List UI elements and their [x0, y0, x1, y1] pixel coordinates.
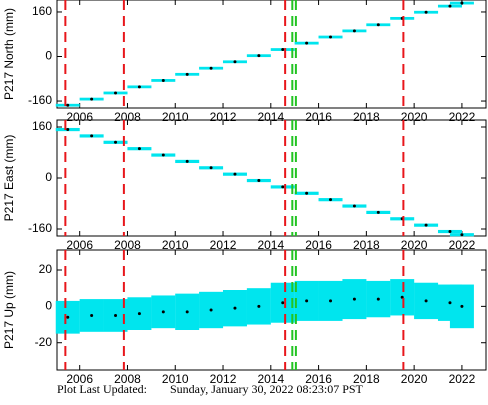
- x-tick-label: 2006: [66, 110, 93, 124]
- point: [209, 66, 213, 70]
- point: [257, 304, 261, 308]
- point: [376, 297, 380, 301]
- point: [185, 310, 189, 314]
- point: [281, 48, 285, 52]
- point: [376, 23, 380, 27]
- point: [448, 4, 452, 8]
- point: [161, 310, 165, 314]
- point: [281, 185, 285, 189]
- x-tick-label: 2016: [305, 110, 332, 124]
- point: [305, 191, 309, 195]
- point: [352, 297, 356, 301]
- y-tick-label: 20: [39, 262, 53, 276]
- x-tick-label: 2014: [257, 110, 284, 124]
- point: [137, 85, 141, 89]
- x-tick-label: 2008: [114, 110, 141, 124]
- point: [185, 72, 189, 76]
- point: [352, 204, 356, 208]
- footer-value: Sunday, January 30, 2022 08:23:07 PST: [170, 382, 364, 396]
- point: [66, 315, 70, 319]
- x-tick-label: 2022: [449, 372, 476, 386]
- y-tick-label: -160: [28, 221, 52, 235]
- y-axis-label: P217 East (mm): [2, 135, 16, 222]
- point: [114, 91, 118, 95]
- point: [114, 140, 118, 144]
- point: [209, 308, 213, 312]
- x-tick-label: 2010: [162, 238, 189, 252]
- x-tick-label: 2014: [257, 238, 284, 252]
- x-tick-label: 2006: [66, 238, 93, 252]
- point: [209, 166, 213, 170]
- point: [114, 313, 118, 317]
- y-tick-label: 160: [32, 4, 52, 18]
- point: [66, 103, 70, 107]
- x-tick-label: 2008: [114, 238, 141, 252]
- point: [329, 35, 333, 39]
- point: [233, 172, 237, 176]
- point: [281, 301, 285, 305]
- y-tick-label: 160: [32, 119, 52, 133]
- x-tick-label: 2016: [305, 238, 332, 252]
- point: [66, 128, 70, 132]
- x-tick-label: 2018: [353, 110, 380, 124]
- x-tick-label: 2020: [401, 372, 428, 386]
- x-tick-label: 2022: [449, 110, 476, 124]
- x-tick-label: 2012: [210, 372, 237, 386]
- point: [90, 134, 94, 138]
- point: [424, 10, 428, 14]
- plot-area: [56, 0, 487, 109]
- x-tick-label: 2018: [353, 238, 380, 252]
- x-tick-label: 2008: [114, 372, 141, 386]
- point: [329, 198, 333, 202]
- point: [305, 41, 309, 45]
- x-tick-label: 2022: [449, 238, 476, 252]
- y-axis-label: P217 Up (mm): [2, 271, 16, 349]
- x-tick-label: 2012: [210, 238, 237, 252]
- point: [185, 159, 189, 163]
- point: [90, 313, 94, 317]
- y-tick-label: -160: [28, 93, 52, 107]
- plot-area: [56, 119, 487, 237]
- x-tick-label: 2020: [401, 110, 428, 124]
- x-tick-label: 2010: [162, 110, 189, 124]
- y-tick-label: 0: [45, 170, 52, 184]
- y-tick-label: 0: [45, 299, 52, 313]
- point: [448, 230, 452, 234]
- x-tick-label: 2018: [353, 372, 380, 386]
- y-tick-label: 0: [45, 49, 52, 63]
- point: [460, 1, 464, 5]
- x-tick-label: 2006: [66, 372, 93, 386]
- point: [376, 210, 380, 214]
- point: [352, 29, 356, 33]
- point: [257, 54, 261, 58]
- point: [424, 299, 428, 303]
- point: [424, 223, 428, 227]
- point: [257, 179, 261, 183]
- point: [460, 304, 464, 308]
- point: [90, 97, 94, 101]
- x-tick-label: 2012: [210, 110, 237, 124]
- point: [233, 60, 237, 64]
- x-tick-label: 2016: [305, 372, 332, 386]
- point: [329, 299, 333, 303]
- point: [448, 301, 452, 305]
- y-tick-label: -20: [35, 335, 53, 349]
- point: [161, 153, 165, 157]
- point: [305, 299, 309, 303]
- point: [137, 312, 141, 316]
- footer-label: Plot Last Updated:: [57, 382, 147, 396]
- y-axis-label: P217 North (mm): [2, 8, 16, 100]
- x-tick-label: 2020: [401, 238, 428, 252]
- x-tick-label: 2014: [257, 372, 284, 386]
- x-tick-label: 2010: [162, 372, 189, 386]
- point: [137, 147, 141, 151]
- point: [460, 233, 464, 237]
- point: [161, 78, 165, 82]
- point: [233, 306, 237, 310]
